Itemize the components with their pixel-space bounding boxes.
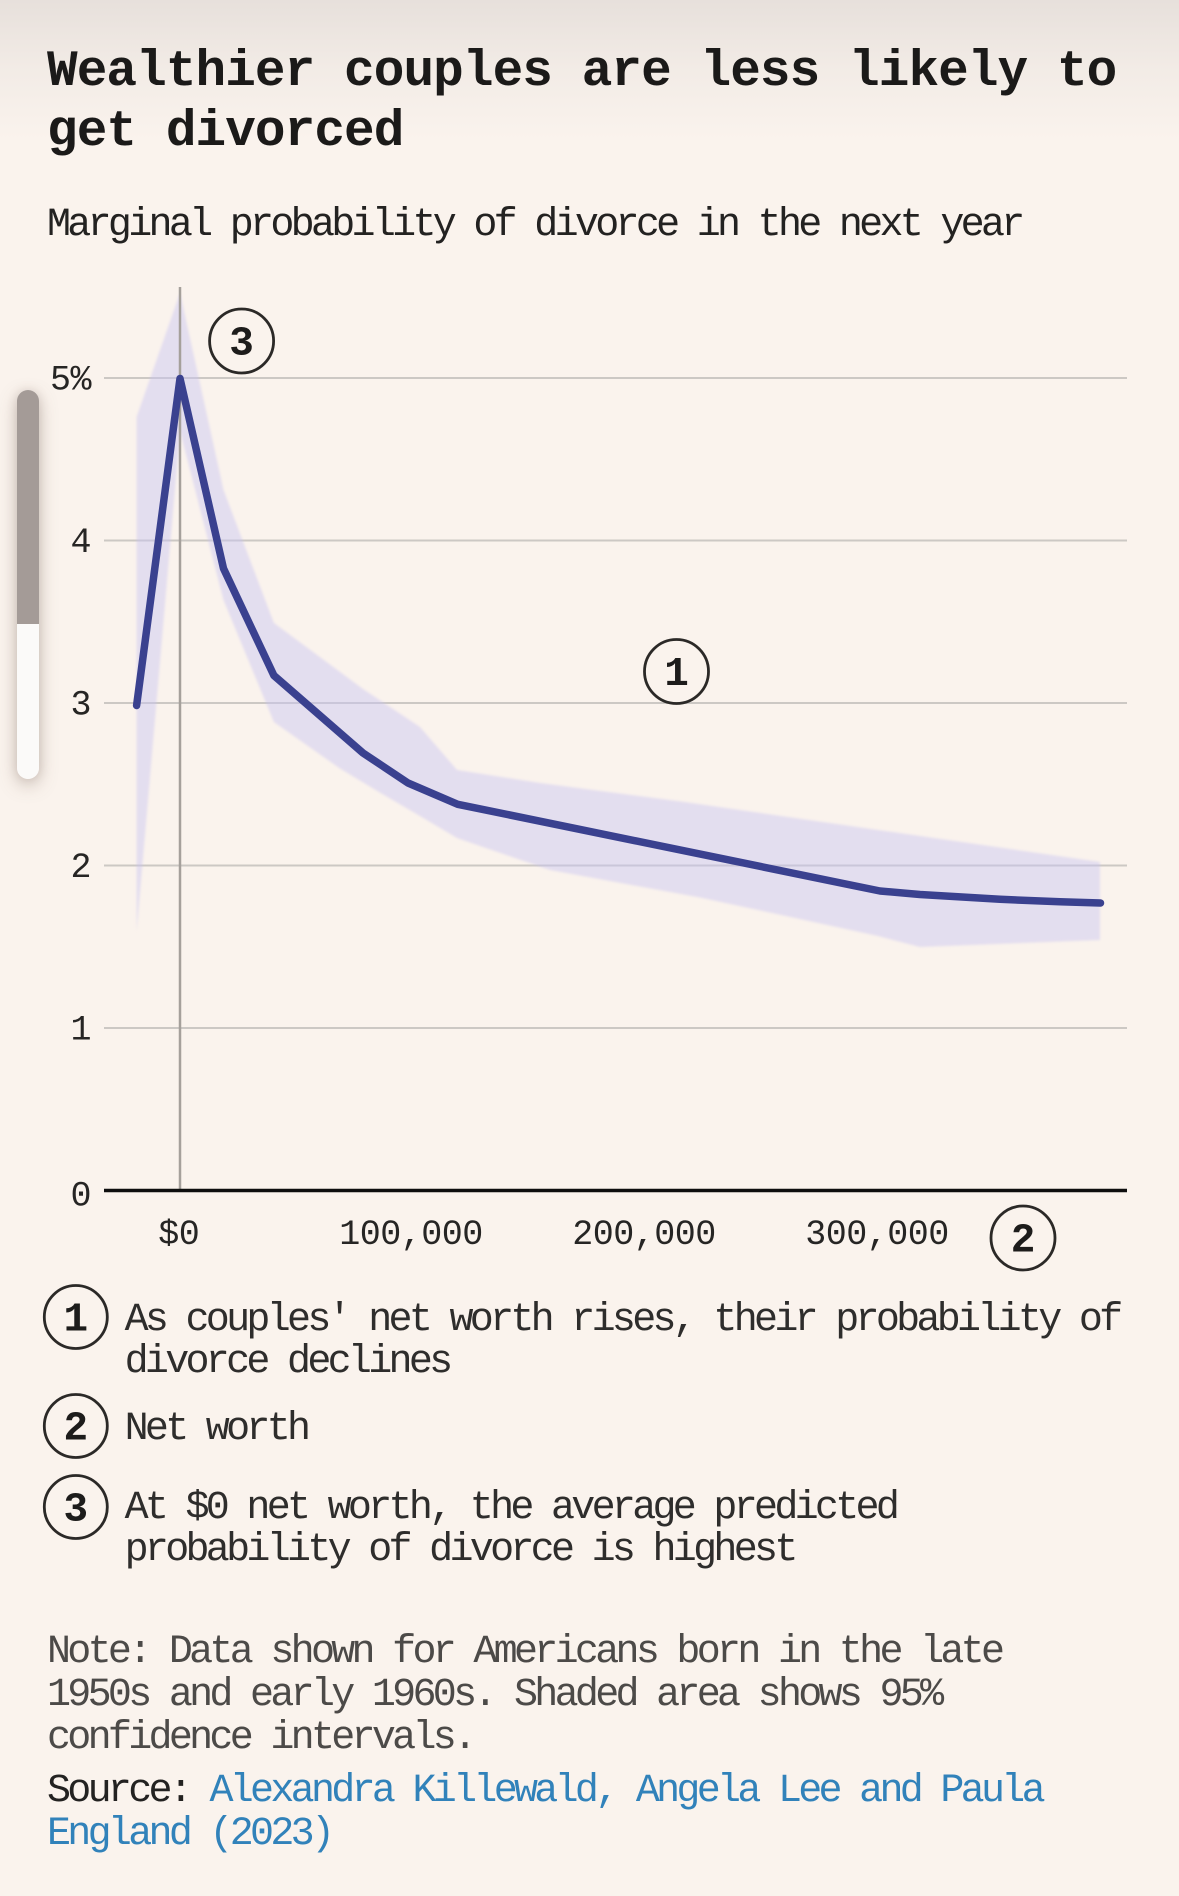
svg-text:4: 4 xyxy=(70,523,91,563)
svg-text:3: 3 xyxy=(63,1488,88,1534)
svg-text:3: 3 xyxy=(229,322,254,368)
svg-text:300,000: 300,000 xyxy=(805,1215,949,1255)
svg-text:1: 1 xyxy=(664,652,689,698)
svg-text:2: 2 xyxy=(70,848,91,888)
svg-text:1: 1 xyxy=(70,1011,91,1051)
svg-text:2: 2 xyxy=(63,1407,88,1453)
svg-text:100,000: 100,000 xyxy=(339,1215,483,1255)
svg-text:5%: 5% xyxy=(50,361,93,401)
svg-text:1: 1 xyxy=(63,1298,88,1344)
svg-text:3: 3 xyxy=(70,686,91,726)
svg-text:200,000: 200,000 xyxy=(572,1215,716,1255)
svg-text:0: 0 xyxy=(70,1177,91,1217)
svg-text:$0: $0 xyxy=(158,1215,199,1255)
svg-text:2: 2 xyxy=(1011,1219,1036,1265)
